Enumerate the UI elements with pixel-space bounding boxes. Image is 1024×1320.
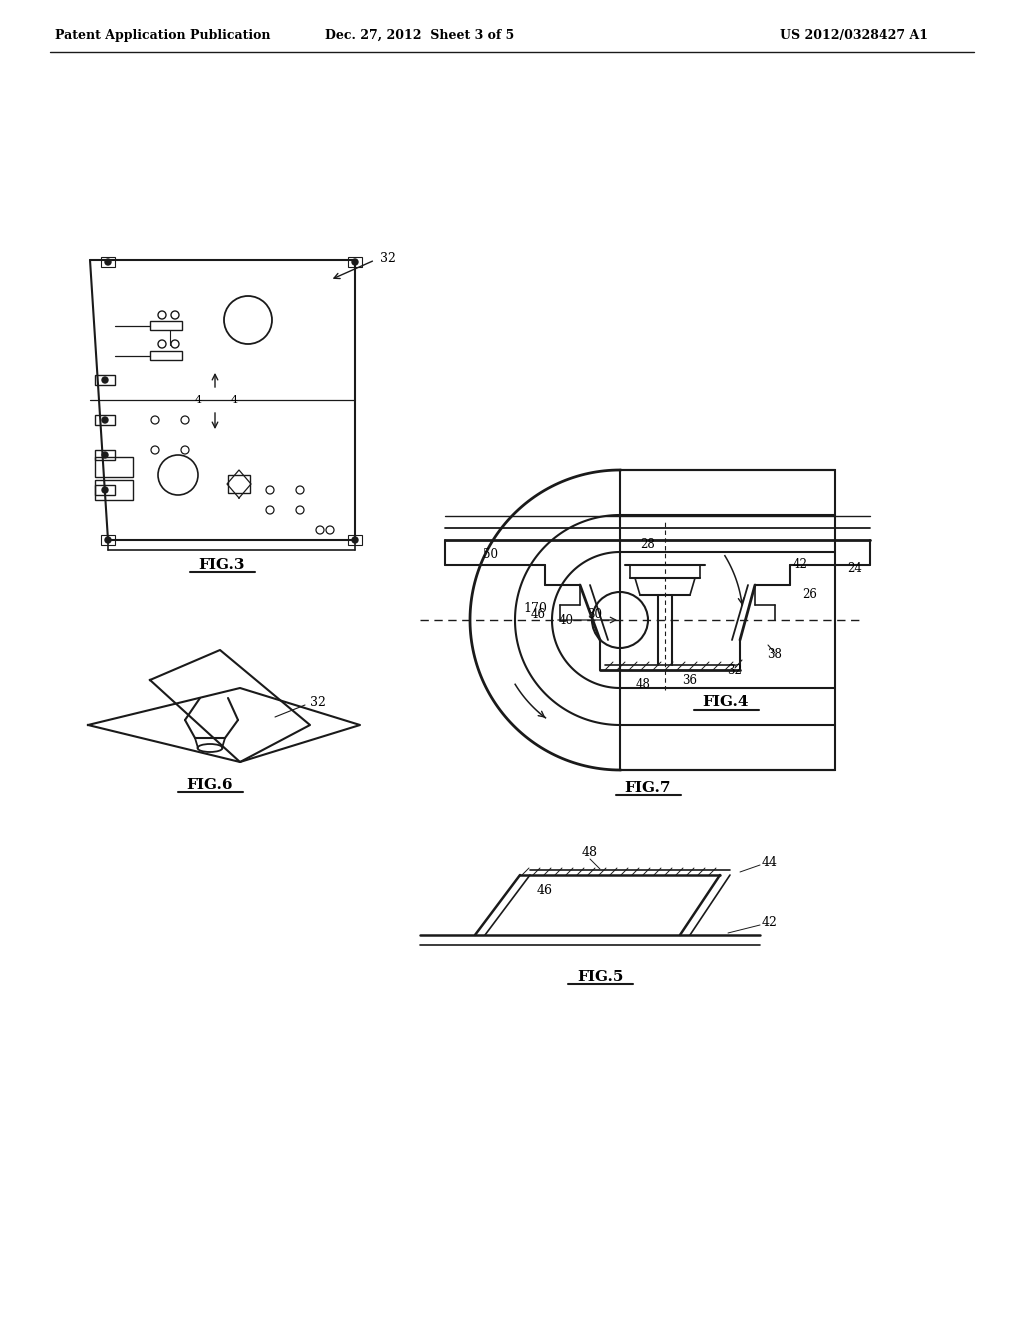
Text: 4: 4 — [230, 395, 238, 405]
Bar — [348, 535, 362, 545]
Bar — [95, 480, 133, 500]
Bar — [95, 450, 115, 459]
Circle shape — [102, 417, 108, 422]
Text: US 2012/0328427 A1: US 2012/0328427 A1 — [780, 29, 928, 41]
Text: 48: 48 — [582, 846, 598, 859]
Bar — [95, 484, 115, 495]
Text: FIG.7: FIG.7 — [625, 781, 672, 795]
Text: 4: 4 — [195, 395, 202, 405]
Text: FIG.4: FIG.4 — [702, 696, 750, 709]
Text: 44: 44 — [762, 857, 778, 870]
Text: 36: 36 — [683, 673, 697, 686]
Text: 40: 40 — [558, 614, 573, 627]
Text: 28: 28 — [641, 539, 655, 552]
Bar — [620, 470, 835, 770]
Circle shape — [105, 537, 111, 543]
Bar — [150, 351, 182, 360]
Circle shape — [105, 259, 111, 265]
Text: 32: 32 — [310, 697, 326, 710]
Circle shape — [352, 259, 358, 265]
Text: FIG.6: FIG.6 — [186, 777, 233, 792]
Circle shape — [352, 537, 358, 543]
Bar — [228, 475, 250, 492]
Text: 32: 32 — [380, 252, 396, 264]
Text: 46: 46 — [537, 883, 553, 896]
Circle shape — [102, 451, 108, 458]
Text: 32: 32 — [728, 664, 742, 676]
Text: 46: 46 — [530, 609, 546, 622]
Circle shape — [102, 378, 108, 383]
Text: 30: 30 — [588, 609, 602, 622]
Bar — [348, 257, 362, 267]
Text: 24: 24 — [848, 561, 862, 574]
Text: 26: 26 — [803, 589, 817, 602]
Bar — [95, 414, 115, 425]
Circle shape — [102, 487, 108, 492]
Text: 170: 170 — [523, 602, 547, 615]
Text: 38: 38 — [768, 648, 782, 661]
Text: Patent Application Publication: Patent Application Publication — [55, 29, 270, 41]
Bar — [95, 375, 115, 385]
Bar — [101, 535, 115, 545]
Text: 48: 48 — [636, 678, 650, 692]
Text: FIG.3: FIG.3 — [199, 558, 246, 572]
Bar — [150, 321, 182, 330]
Text: 50: 50 — [482, 549, 498, 561]
Bar — [101, 257, 115, 267]
Bar — [95, 457, 133, 477]
Text: Dec. 27, 2012  Sheet 3 of 5: Dec. 27, 2012 Sheet 3 of 5 — [326, 29, 515, 41]
Text: 42: 42 — [793, 558, 808, 572]
Text: FIG.5: FIG.5 — [577, 970, 624, 983]
Text: 42: 42 — [762, 916, 778, 929]
